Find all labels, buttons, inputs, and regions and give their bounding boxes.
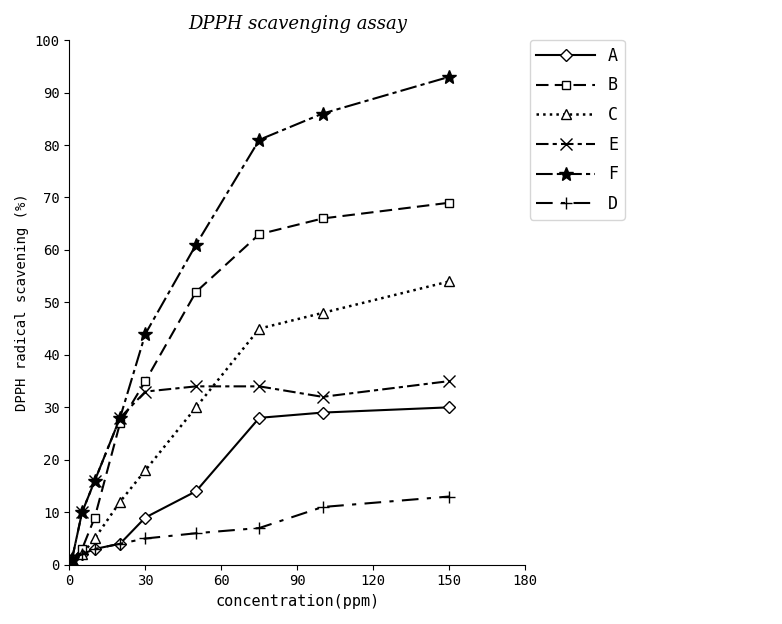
D (90, 545, 99, 553)
B (318, 215, 328, 222)
A (67, 556, 77, 563)
F (116, 414, 125, 422)
C (141, 467, 150, 474)
F (255, 136, 264, 144)
Title: DPPH scavenging assay: DPPH scavenging assay (188, 15, 407, 33)
D (318, 504, 328, 511)
X-axis label: concentration(ppm): concentration(ppm) (215, 594, 379, 609)
B (116, 419, 125, 427)
Legend: A, B, C, E, F, D: A, B, C, E, F, D (529, 40, 625, 220)
B (77, 545, 87, 553)
C (318, 309, 328, 316)
F (444, 73, 454, 80)
C (90, 535, 99, 542)
Line: B: B (68, 198, 454, 563)
D (444, 493, 454, 500)
F (67, 556, 77, 563)
E (67, 556, 77, 563)
D (77, 550, 87, 558)
D (192, 530, 201, 537)
B (444, 199, 454, 207)
C (77, 550, 87, 558)
A (255, 414, 264, 422)
D (116, 540, 125, 547)
F (141, 330, 150, 338)
E (90, 477, 99, 484)
A (318, 409, 328, 416)
F (77, 509, 87, 516)
D (141, 535, 150, 542)
D (67, 556, 77, 563)
Line: A: A (68, 403, 454, 563)
B (90, 514, 99, 521)
A (141, 514, 150, 521)
E (77, 509, 87, 516)
B (67, 556, 77, 563)
B (141, 378, 150, 385)
C (444, 278, 454, 285)
F (90, 477, 99, 484)
Line: F: F (65, 70, 456, 567)
A (90, 545, 99, 553)
F (192, 241, 201, 248)
A (77, 550, 87, 558)
C (255, 325, 264, 333)
C (192, 404, 201, 411)
B (255, 230, 264, 238)
B (192, 288, 201, 296)
E (116, 414, 125, 422)
A (444, 404, 454, 411)
D (255, 524, 264, 532)
E (255, 383, 264, 390)
F (318, 110, 328, 117)
Line: E: E (66, 376, 455, 565)
E (444, 378, 454, 385)
E (192, 383, 201, 390)
C (116, 498, 125, 505)
A (192, 487, 201, 495)
C (67, 556, 77, 563)
E (318, 393, 328, 401)
E (141, 388, 150, 396)
Y-axis label: DPPH radical scavening (%): DPPH radical scavening (%) (15, 193, 29, 411)
Line: D: D (66, 490, 455, 566)
Line: C: C (67, 276, 454, 564)
A (116, 540, 125, 547)
